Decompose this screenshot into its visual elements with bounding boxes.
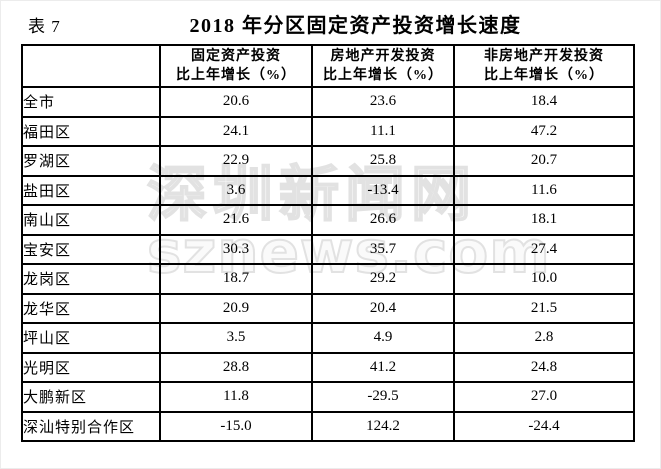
column-header-line1: 房地产开发投资 xyxy=(330,49,436,64)
table-row: 坪山区 3.5 4.9 2.8 xyxy=(21,322,635,354)
value-cell: 47.2 xyxy=(453,115,635,147)
district-name-cell: 南山区 xyxy=(21,204,161,236)
table-row: 盐田区 3.6 -13.4 11.6 xyxy=(21,174,635,206)
value-cell: -24.4 xyxy=(453,410,635,442)
column-header-line2: 比上年增长（%） xyxy=(484,68,604,83)
value-cell: 11.1 xyxy=(311,115,455,147)
column-header: 固定资产投资 比上年增长（%） xyxy=(159,44,313,88)
value-cell: 3.6 xyxy=(159,174,313,206)
table-title: 2018 年分区固定资产投资增长速度 xyxy=(189,15,522,37)
value-cell: 28.8 xyxy=(159,351,313,383)
value-cell: 30.3 xyxy=(159,233,313,265)
value-cell: 20.6 xyxy=(159,86,313,118)
table-row: 龙华区 20.9 20.4 21.5 xyxy=(21,292,635,324)
district-name-cell: 深汕特别合作区 xyxy=(21,410,161,442)
value-cell: 26.6 xyxy=(311,204,455,236)
table-row: 福田区 24.1 11.1 47.2 xyxy=(21,115,635,147)
value-cell: 3.5 xyxy=(159,322,313,354)
district-name-cell: 全市 xyxy=(21,86,161,118)
value-cell: 18.4 xyxy=(453,86,635,118)
table-row: 全市 20.6 23.6 18.4 xyxy=(21,86,635,118)
value-cell: 24.8 xyxy=(453,351,635,383)
district-name-cell: 大鹏新区 xyxy=(21,381,161,413)
column-header-line2: 比上年增长（%） xyxy=(176,68,296,83)
value-cell: 4.9 xyxy=(311,322,455,354)
table-row: 罗湖区 22.9 25.8 20.7 xyxy=(21,145,635,177)
table-row: 光明区 28.8 41.2 24.8 xyxy=(21,351,635,383)
value-cell: 29.2 xyxy=(311,263,455,295)
district-name-cell: 龙华区 xyxy=(21,292,161,324)
value-cell: 25.8 xyxy=(311,145,455,177)
table-row: 深汕特别合作区 -15.0 124.2 -24.4 xyxy=(21,410,635,442)
value-cell: 10.0 xyxy=(453,263,635,295)
value-cell: 2.8 xyxy=(453,322,635,354)
value-cell: 18.7 xyxy=(159,263,313,295)
value-cell: 18.1 xyxy=(453,204,635,236)
table-row: 龙岗区 18.7 29.2 10.0 xyxy=(21,263,635,295)
table-caption: 表 7 xyxy=(28,17,61,36)
value-cell: 41.2 xyxy=(311,351,455,383)
district-name-cell: 福田区 xyxy=(21,115,161,147)
column-header: 非房地产开发投资 比上年增长（%） xyxy=(453,44,635,88)
value-cell: 27.4 xyxy=(453,233,635,265)
district-name-cell: 坪山区 xyxy=(21,322,161,354)
district-name-cell: 光明区 xyxy=(21,351,161,383)
table-header: 固定资产投资 比上年增长（%） 房地产开发投资 比上年增长（%） 非房地产开发投资 比上年… xyxy=(21,44,635,88)
investment-growth-table: 固定资产投资 比上年增长（%） 房地产开发投资 比上年增长（%） 非房地产开发投资 比上年… xyxy=(21,44,635,442)
value-cell: 22.9 xyxy=(159,145,313,177)
column-header-line2: 比上年增长（%） xyxy=(323,68,443,83)
district-name-cell: 龙岗区 xyxy=(21,263,161,295)
value-cell: 11.8 xyxy=(159,381,313,413)
value-cell: 35.7 xyxy=(311,233,455,265)
district-name-cell: 罗湖区 xyxy=(21,145,161,177)
value-cell: -15.0 xyxy=(159,410,313,442)
column-header-line1: 非房地产开发投资 xyxy=(484,49,604,64)
value-cell: 124.2 xyxy=(311,410,455,442)
value-cell: 21.5 xyxy=(453,292,635,324)
value-cell: 20.9 xyxy=(159,292,313,324)
value-cell: 11.6 xyxy=(453,174,635,206)
value-cell: 20.4 xyxy=(311,292,455,324)
value-cell: -13.4 xyxy=(311,174,455,206)
table-row: 南山区 21.6 26.6 18.1 xyxy=(21,204,635,236)
value-cell: 24.1 xyxy=(159,115,313,147)
district-name-cell: 宝安区 xyxy=(21,233,161,265)
district-name-cell: 盐田区 xyxy=(21,174,161,206)
header-row: 固定资产投资 比上年增长（%） 房地产开发投资 比上年增长（%） 非房地产开发投资 比上年… xyxy=(21,44,635,88)
table-row: 宝安区 30.3 35.7 27.4 xyxy=(21,233,635,265)
corner-cell xyxy=(21,44,161,88)
table-body: 全市 20.6 23.6 18.4 福田区 24.1 11.1 47.2 罗湖区 22.9 25.8… xyxy=(21,86,635,442)
column-header-line1: 固定资产投资 xyxy=(191,49,281,64)
value-cell: -29.5 xyxy=(311,381,455,413)
value-cell: 21.6 xyxy=(159,204,313,236)
column-header: 房地产开发投资 比上年增长（%） xyxy=(311,44,455,88)
value-cell: 23.6 xyxy=(311,86,455,118)
value-cell: 20.7 xyxy=(453,145,635,177)
value-cell: 27.0 xyxy=(453,381,635,413)
table-row: 大鹏新区 11.8 -29.5 27.0 xyxy=(21,381,635,413)
